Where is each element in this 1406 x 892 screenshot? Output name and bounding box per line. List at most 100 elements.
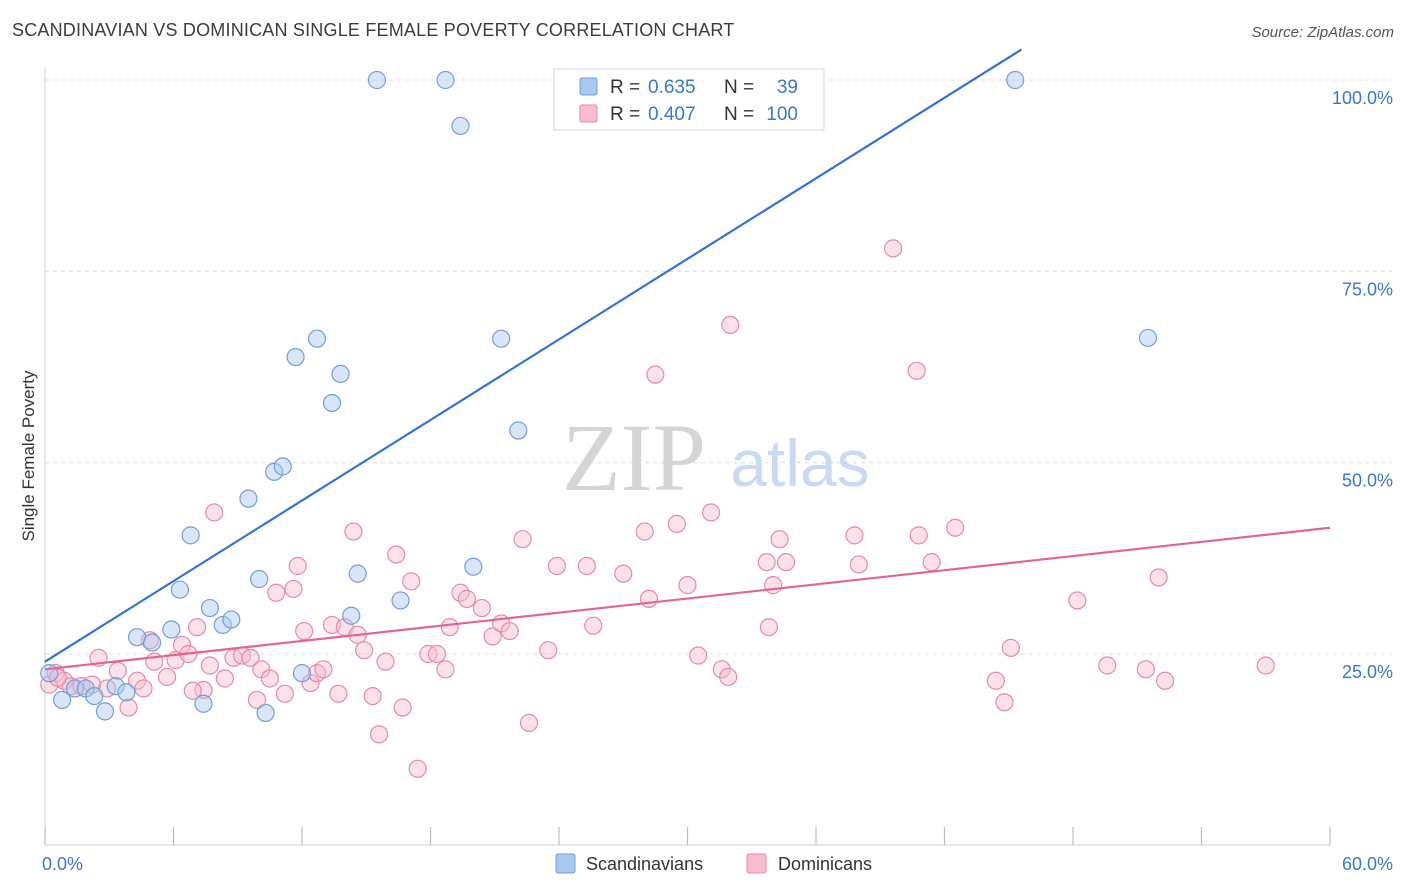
scandinavian-point [213, 615, 232, 635]
scandinavian-n-label: N = [724, 77, 754, 98]
dominican-point [295, 621, 314, 641]
dominican-point [1136, 660, 1155, 679]
dominican-point [440, 618, 459, 637]
dominican-point [183, 681, 202, 700]
dominican-point [946, 518, 965, 537]
y-tick-label: 50.0% [1342, 471, 1393, 491]
scandinavian-point [492, 329, 511, 348]
scandinavian-point [95, 702, 115, 721]
dominican-point [387, 545, 406, 564]
legend-swatch-scandinavians [555, 853, 576, 874]
scandinavian-point [117, 683, 136, 702]
dominican-point [721, 315, 740, 335]
dominican-point [995, 693, 1014, 712]
dominican-point [284, 579, 303, 599]
dominican-point [260, 669, 279, 688]
scandinavian-point [342, 606, 361, 625]
scandinavian-point [85, 686, 104, 706]
dominican-point [119, 698, 138, 717]
dominican-n-label: N = [724, 104, 754, 125]
trend-layer [44, 48, 1331, 671]
stats-legend: R = 0.635 N = 39 R = 0.407 N = 100 [553, 68, 825, 131]
scandinavian-point [348, 564, 367, 583]
dominican-point [472, 598, 491, 618]
dominican-point [639, 589, 659, 608]
dominican-point [845, 526, 864, 545]
dominican-point [1155, 671, 1175, 690]
x-tick-label: 60.0% [1342, 854, 1393, 874]
scandinavian-point [53, 690, 72, 710]
series-legend: Scandinavians Dominicans [555, 853, 872, 874]
dominican-point [267, 583, 286, 602]
scandinavian-point [1006, 70, 1025, 90]
dominican-point [500, 621, 519, 641]
points-layer [40, 70, 1275, 778]
dominican-point [376, 652, 395, 671]
dominican-point [370, 725, 389, 744]
dominican-point [701, 503, 721, 522]
dominican-point [986, 671, 1006, 690]
legend-label-dominicans: Dominicans [778, 854, 872, 874]
dominican-point [427, 644, 447, 664]
dominican-r-value: 0.407 [648, 104, 696, 125]
dominican-point [314, 660, 333, 679]
scandinavian-point [509, 421, 528, 440]
dominican-point [584, 616, 603, 635]
scandinavian-point [142, 633, 162, 652]
dominican-point [48, 668, 67, 687]
dominican-swatch [579, 104, 598, 123]
dominican-point [1256, 656, 1275, 675]
dominican-point [883, 239, 903, 258]
dominican-point [907, 361, 926, 380]
dominican-point [646, 365, 665, 384]
dominican-point [1001, 638, 1020, 657]
dominican-point [408, 759, 427, 778]
scandinavian-point [170, 580, 190, 599]
scandinavian-point [331, 364, 350, 383]
scandinavian-point [256, 703, 275, 723]
dominican-point [157, 667, 177, 687]
scandinavian-point [436, 70, 455, 90]
stats-legend-box [553, 68, 825, 131]
dominican-point [849, 555, 868, 574]
scandinavian-point [181, 526, 200, 545]
dominican-point [776, 553, 796, 572]
scandinavian-point [464, 557, 483, 576]
dominican-r-label: R = [610, 104, 640, 125]
dominican-point [275, 684, 294, 703]
dominican-point [1098, 656, 1117, 675]
dominican-point [241, 648, 260, 667]
dominican-point [547, 556, 566, 576]
dominican-point [764, 576, 783, 595]
scandinavian-n-value: 39 [777, 77, 798, 98]
scandinavian-point [106, 677, 125, 696]
scandinavian-point [250, 569, 269, 589]
scandinavian-point [265, 462, 284, 481]
dominican-point [200, 656, 220, 675]
dominican-point [635, 522, 654, 541]
legend-swatch-dominicans [746, 853, 767, 874]
scandinavian-r-label: R = [610, 77, 640, 98]
scandinavian-point [292, 664, 312, 683]
dominican-point [614, 564, 633, 583]
dominican-point [363, 686, 382, 706]
scandinavian-point [451, 116, 470, 136]
axis-layer: 25.0% 50.0% 75.0% 100.0% 0.0% 60.0% Single Fem… [19, 68, 1393, 874]
scandinavian-point [286, 347, 305, 367]
x-tick-label: 0.0% [42, 854, 83, 874]
dominican-point [483, 627, 502, 646]
watermark-atlas: atlas [730, 426, 869, 500]
dominican-point [247, 690, 267, 710]
dominican-point [757, 553, 776, 572]
dominican-point [513, 530, 532, 549]
dominican-point [1149, 568, 1168, 587]
scandinavian-point [194, 694, 213, 713]
scandinavian-point [65, 679, 85, 698]
dominican-point [457, 589, 477, 608]
dominican-point [719, 667, 738, 687]
scandinavian-point [367, 70, 387, 90]
scandinavian-point [391, 591, 410, 610]
source-label: Source: ZipAtlas.com [1251, 24, 1394, 41]
y-tick-label: 75.0% [1342, 279, 1393, 299]
